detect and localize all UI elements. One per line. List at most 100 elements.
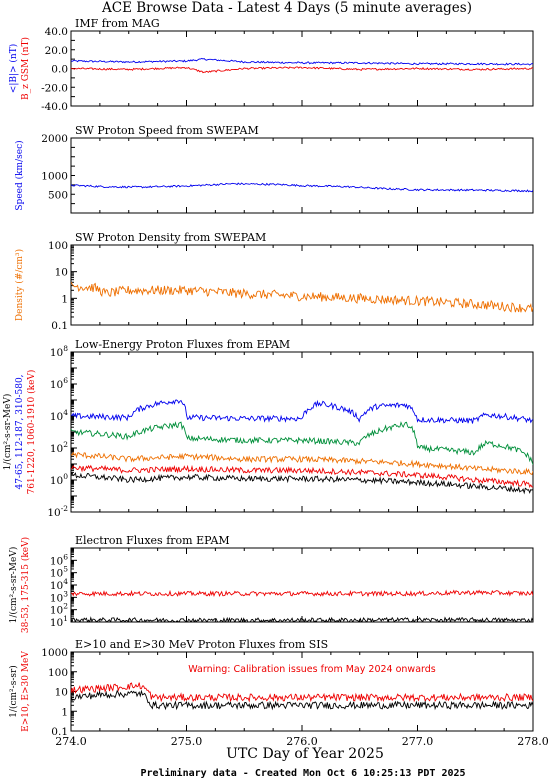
series-line bbox=[71, 589, 533, 598]
y-axis-label: 1/(cm²-s-sr-MeV) 47-65, 112-187, 310-580,… bbox=[2, 370, 37, 495]
y-ticks: 100 10 1 0.1 bbox=[48, 240, 77, 332]
y-tick-label: 1 bbox=[61, 293, 68, 305]
y-axis-label: 1/(cm²-s-sr) E>10, E>30 MeV bbox=[8, 651, 31, 732]
y-tick-label: 10 bbox=[55, 267, 68, 279]
x-tick-label: 278.0 bbox=[517, 735, 549, 748]
y-tick-label: 105 bbox=[50, 565, 68, 580]
x-tick-labels: 274.0 275.0 276.0 277.0 278.0 bbox=[55, 735, 549, 748]
series-group bbox=[71, 281, 533, 313]
x-ticks bbox=[70, 352, 534, 512]
y-tick-label: 1000 bbox=[41, 171, 68, 183]
y-tick-label: 103 bbox=[50, 589, 68, 604]
panel-title: Electron Fluxes from EPAM bbox=[75, 534, 230, 547]
x-tick-label: 275.0 bbox=[171, 735, 203, 748]
y-tick-label: 100 bbox=[48, 240, 68, 252]
panel-6: E>10 and E>30 MeV Proton Fluxes from SIS… bbox=[8, 638, 534, 738]
series-group bbox=[71, 682, 533, 711]
y-label-line: 38-53, 175-315 (keV) bbox=[20, 537, 31, 633]
y-tick-label: 0.0 bbox=[51, 64, 68, 76]
panels: IMF from MAG 40.0 20.0 0.0 -20.0 -40.0 <|B|> (… bbox=[2, 17, 549, 748]
figure-title: ACE Browse Data - Latest 4 Days (5 minut… bbox=[101, 0, 472, 16]
panel-frame bbox=[70, 547, 534, 623]
series-line bbox=[71, 66, 533, 74]
y-label-line: 1/(cm²-s-sr-MeV) bbox=[2, 394, 13, 471]
x-ticks bbox=[70, 652, 534, 731]
series-group bbox=[71, 57, 533, 74]
series-line bbox=[71, 616, 533, 622]
y-ticks: 108 106 104 102 100 10-2 bbox=[47, 344, 77, 519]
y-tick-label: 100 bbox=[50, 472, 68, 487]
series-line bbox=[71, 399, 533, 424]
y-label-line: Density (#/cm³) bbox=[14, 249, 25, 321]
series-group bbox=[71, 589, 533, 622]
y-tick-label: 104 bbox=[50, 577, 68, 592]
y-tick-label: 106 bbox=[50, 376, 68, 391]
y-tick-label: 20.0 bbox=[45, 45, 68, 57]
y-tick-label: 100 bbox=[48, 667, 68, 679]
x-axis-label: UTC Day of Year 2025 bbox=[226, 746, 384, 762]
x-ticks bbox=[70, 548, 534, 622]
panel-title: SW Proton Density from SWEPAM bbox=[75, 231, 266, 244]
y-tick-label: 0.1 bbox=[51, 320, 68, 332]
y-tick-label: 10 bbox=[55, 687, 68, 699]
y-ticks: 2000 1000 500 bbox=[41, 133, 75, 214]
y-tick-label: -40.0 bbox=[41, 101, 68, 113]
y-axis-label: <|B|> (nT) B_z GSM (nT) bbox=[8, 37, 31, 100]
series-line bbox=[71, 421, 533, 465]
y-axis-label: 1/(cm²-s-sr-MeV) 38-53, 175-315 (keV) bbox=[8, 537, 31, 633]
calibration-warning: Warning: Calibration issues from May 202… bbox=[188, 664, 436, 675]
series-line bbox=[71, 464, 533, 488]
y-tick-label: 1000 bbox=[41, 647, 68, 659]
y-tick-label: 108 bbox=[50, 344, 68, 359]
y-label-line: Speed (km/sec) bbox=[14, 140, 25, 210]
y-tick-label: 106 bbox=[50, 552, 68, 567]
series-line bbox=[71, 182, 533, 193]
series-group bbox=[71, 399, 533, 495]
y-tick-label: 1 bbox=[61, 706, 68, 718]
series-line bbox=[71, 471, 533, 495]
series-line bbox=[71, 689, 533, 711]
series-group bbox=[71, 182, 533, 193]
y-tick-label: 102 bbox=[50, 602, 68, 617]
y-label-line: <|B|> (nT) bbox=[8, 44, 19, 93]
y-tick-label: 102 bbox=[50, 440, 68, 455]
x-tick-label: 277.0 bbox=[402, 735, 434, 748]
y-tick-label: 101 bbox=[50, 614, 68, 629]
series-line bbox=[71, 451, 533, 475]
panel-2: SW Proton Speed from SWEPAM 2000 1000 500 Sp… bbox=[14, 124, 534, 214]
panel-title: E>10 and E>30 MeV Proton Fluxes from SIS bbox=[75, 638, 328, 651]
panel-1: IMF from MAG 40.0 20.0 0.0 -20.0 -40.0 <|B|> (… bbox=[8, 17, 534, 113]
y-tick-label: 500 bbox=[48, 189, 68, 201]
y-label-line: E>10, E>30 MeV bbox=[21, 651, 31, 732]
footer-note: Preliminary data - Created Mon Oct 6 10:… bbox=[140, 767, 465, 779]
y-tick-label: 40.0 bbox=[45, 26, 68, 38]
panel-5: Electron Fluxes from EPAM106105104103102… bbox=[8, 534, 534, 633]
panel-frame bbox=[70, 351, 534, 513]
y-label-line: 1/(cm²-s-sr-MeV) bbox=[8, 547, 19, 624]
x-tick-label: 276.0 bbox=[286, 735, 318, 748]
x-ticks bbox=[70, 31, 534, 106]
y-tick-label: 10-2 bbox=[47, 504, 68, 519]
y-axis-label: Speed (km/sec) bbox=[14, 140, 25, 210]
panel-title: IMF from MAG bbox=[75, 17, 160, 30]
panel-3: SW Proton Density from SWEPAM 100 10 1 0.1 De… bbox=[14, 231, 534, 332]
panel-frame bbox=[70, 137, 534, 214]
x-ticks bbox=[70, 138, 534, 213]
y-tick-label: -20.0 bbox=[41, 82, 68, 94]
series-line bbox=[71, 682, 533, 703]
y-tick-label: 104 bbox=[50, 408, 68, 423]
panel-title: Low-Energy Proton Fluxes from EPAM bbox=[75, 338, 290, 351]
y-label-line: 1/(cm²-s-sr) bbox=[8, 665, 19, 718]
y-ticks: 1000 100 10 1 0.1 bbox=[41, 647, 77, 738]
y-label-line: 761-1220, 1060-1910 (keV) bbox=[26, 370, 37, 495]
y-tick-label: 2000 bbox=[41, 133, 68, 145]
y-ticks: 40.0 20.0 0.0 -20.0 -40.0 bbox=[41, 26, 75, 113]
series-line bbox=[71, 281, 533, 313]
x-ticks bbox=[70, 245, 534, 325]
y-tick-label: 0.1 bbox=[51, 726, 68, 738]
panel-frame bbox=[70, 244, 534, 326]
y-axis-label: Density (#/cm³) bbox=[14, 249, 25, 321]
